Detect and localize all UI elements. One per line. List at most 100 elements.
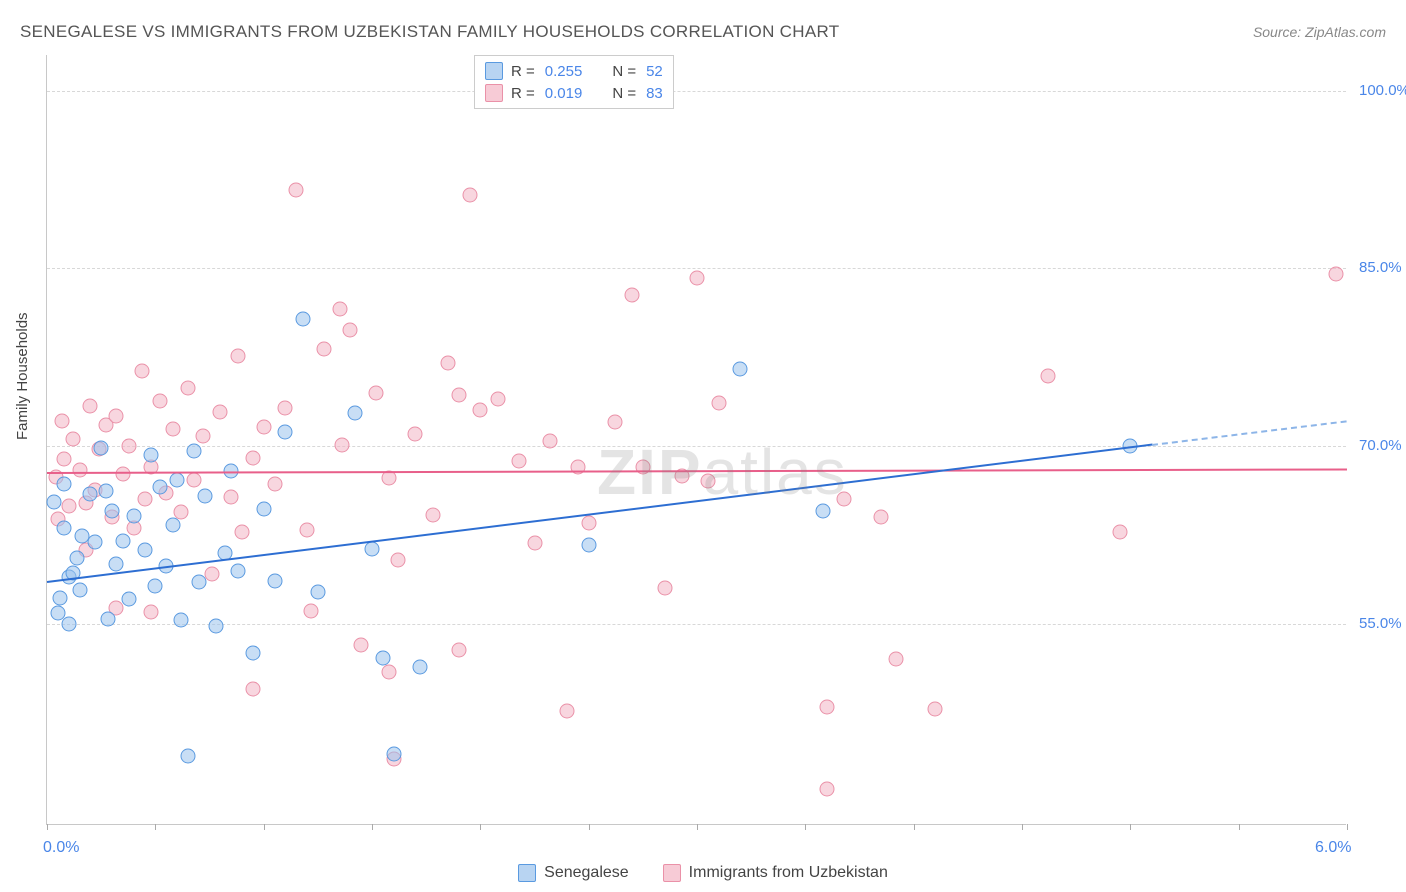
chart-title: SENEGALESE VS IMMIGRANTS FROM UZBEKISTAN… [20, 22, 839, 42]
source-label: Source: ZipAtlas.com [1253, 24, 1386, 40]
swatch-icon [518, 864, 536, 882]
data-point [46, 494, 61, 509]
data-point [187, 473, 202, 488]
x-tick [697, 824, 698, 830]
legend-item: Immigrants from Uzbekistan [663, 864, 888, 882]
data-point [61, 499, 76, 514]
data-point [635, 460, 650, 475]
x-tick [1239, 824, 1240, 830]
data-point [711, 396, 726, 411]
data-point [87, 534, 102, 549]
data-point [196, 429, 211, 444]
data-point [109, 409, 124, 424]
data-point [874, 510, 889, 525]
data-point [174, 613, 189, 628]
data-point [165, 422, 180, 437]
data-point [391, 552, 406, 567]
data-point [332, 301, 347, 316]
data-point [115, 467, 130, 482]
x-tick-label: 6.0% [1315, 839, 1351, 857]
data-point [412, 660, 427, 675]
data-point [144, 604, 159, 619]
swatch-icon [663, 864, 681, 882]
data-point [83, 398, 98, 413]
data-point [820, 699, 835, 714]
gridline [47, 624, 1346, 625]
data-point [365, 541, 380, 556]
data-point [815, 504, 830, 519]
data-point [473, 403, 488, 418]
data-point [72, 462, 87, 477]
data-point [100, 611, 115, 626]
data-point [527, 536, 542, 551]
trend-line [47, 444, 1152, 583]
data-point [490, 391, 505, 406]
data-point [245, 681, 260, 696]
data-point [690, 270, 705, 285]
n-value: 83 [646, 85, 663, 102]
data-point [126, 508, 141, 523]
title-bar: SENEGALESE VS IMMIGRANTS FROM UZBEKISTAN… [20, 22, 1386, 42]
data-point [98, 483, 113, 498]
data-point [375, 650, 390, 665]
swatch-icon [485, 62, 503, 80]
x-tick [914, 824, 915, 830]
data-point [170, 473, 185, 488]
data-point [137, 543, 152, 558]
data-point [57, 520, 72, 535]
data-point [209, 618, 224, 633]
data-point [278, 401, 293, 416]
data-point [70, 551, 85, 566]
data-point [837, 492, 852, 507]
data-point [115, 533, 130, 548]
legend-label: Immigrants from Uzbekistan [689, 864, 888, 882]
data-point [105, 504, 120, 519]
data-point [657, 581, 672, 596]
data-point [820, 782, 835, 797]
data-point [289, 183, 304, 198]
legend-row: R = 0.019 N = 83 [485, 82, 663, 104]
data-point [180, 380, 195, 395]
y-tick-label: 70.0% [1359, 437, 1402, 454]
n-label: N = [612, 63, 636, 80]
data-point [700, 474, 715, 489]
r-label: R = [511, 85, 535, 102]
data-point [191, 575, 206, 590]
x-tick [155, 824, 156, 830]
legend-label: Senegalese [544, 864, 629, 882]
x-tick [372, 824, 373, 830]
data-point [135, 364, 150, 379]
r-label: R = [511, 63, 535, 80]
x-tick-label: 0.0% [43, 839, 79, 857]
data-point [230, 564, 245, 579]
data-point [55, 414, 70, 429]
data-point [174, 505, 189, 520]
data-point [300, 523, 315, 538]
trend-line [47, 468, 1347, 474]
data-point [1112, 525, 1127, 540]
data-point [425, 507, 440, 522]
data-point [53, 590, 68, 605]
y-tick-label: 100.0% [1359, 82, 1406, 99]
data-point [462, 187, 477, 202]
data-point [198, 488, 213, 503]
data-point [267, 476, 282, 491]
data-point [267, 573, 282, 588]
data-point [180, 749, 195, 764]
x-tick [1022, 824, 1023, 830]
data-point [382, 665, 397, 680]
legend-correlation: R = 0.255 N = 52 R = 0.019 N = 83 [474, 55, 674, 109]
data-point [295, 312, 310, 327]
data-point [144, 448, 159, 463]
data-point [187, 443, 202, 458]
data-point [72, 583, 87, 598]
data-point [581, 538, 596, 553]
r-value: 0.255 [545, 63, 583, 80]
data-point [560, 704, 575, 719]
legend-row: R = 0.255 N = 52 [485, 60, 663, 82]
data-point [66, 431, 81, 446]
data-point [928, 701, 943, 716]
data-point [122, 591, 137, 606]
data-point [235, 525, 250, 540]
x-tick [264, 824, 265, 830]
